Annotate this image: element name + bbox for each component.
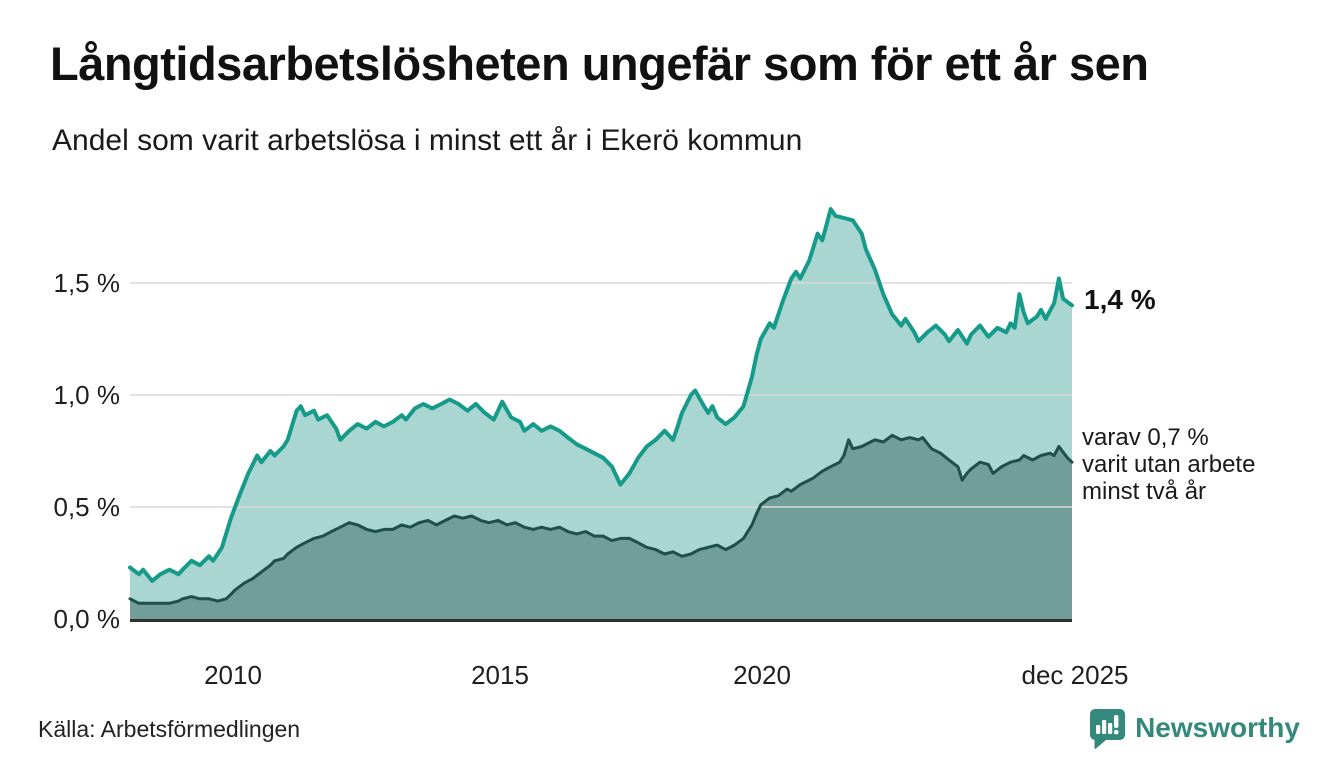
- annotation-line: minst två år: [1082, 478, 1207, 505]
- x-axis-tick-label: 2010: [204, 660, 262, 690]
- newsworthy-logo-icon: [1088, 708, 1126, 755]
- y-axis-tick-label: 0,0 %: [53, 604, 121, 634]
- y-axis-tick-label: 0,5 %: [53, 492, 121, 522]
- x-axis-tick-label: 2020: [733, 660, 791, 690]
- source-credit: Källa: Arbetsförmedlingen: [38, 716, 301, 742]
- latest-value-label: 1,4 %: [1084, 284, 1156, 315]
- page-title: Långtidsarbetslösheten ungefär som för e…: [50, 37, 1149, 90]
- page-subtitle: Andel som varit arbetslösa i minst ett å…: [52, 124, 803, 157]
- annotation-line: varav 0,7 %: [1082, 424, 1209, 451]
- newsworthy-brand: Newsworthy: [1088, 708, 1300, 755]
- x-axis-tick-label: dec 2025: [1021, 660, 1129, 690]
- newsworthy-wordmark: Newsworthy: [1135, 712, 1300, 743]
- annotation-line: varit utan arbete: [1082, 451, 1256, 478]
- x-axis-tick-label: 2015: [471, 660, 529, 690]
- secondary-series-annotation: varav 0,7 % varit utan arbete minst två …: [1082, 424, 1255, 505]
- y-axis-tick-label: 1,0 %: [53, 380, 121, 410]
- y-axis-tick-label: 1,5 %: [53, 268, 121, 298]
